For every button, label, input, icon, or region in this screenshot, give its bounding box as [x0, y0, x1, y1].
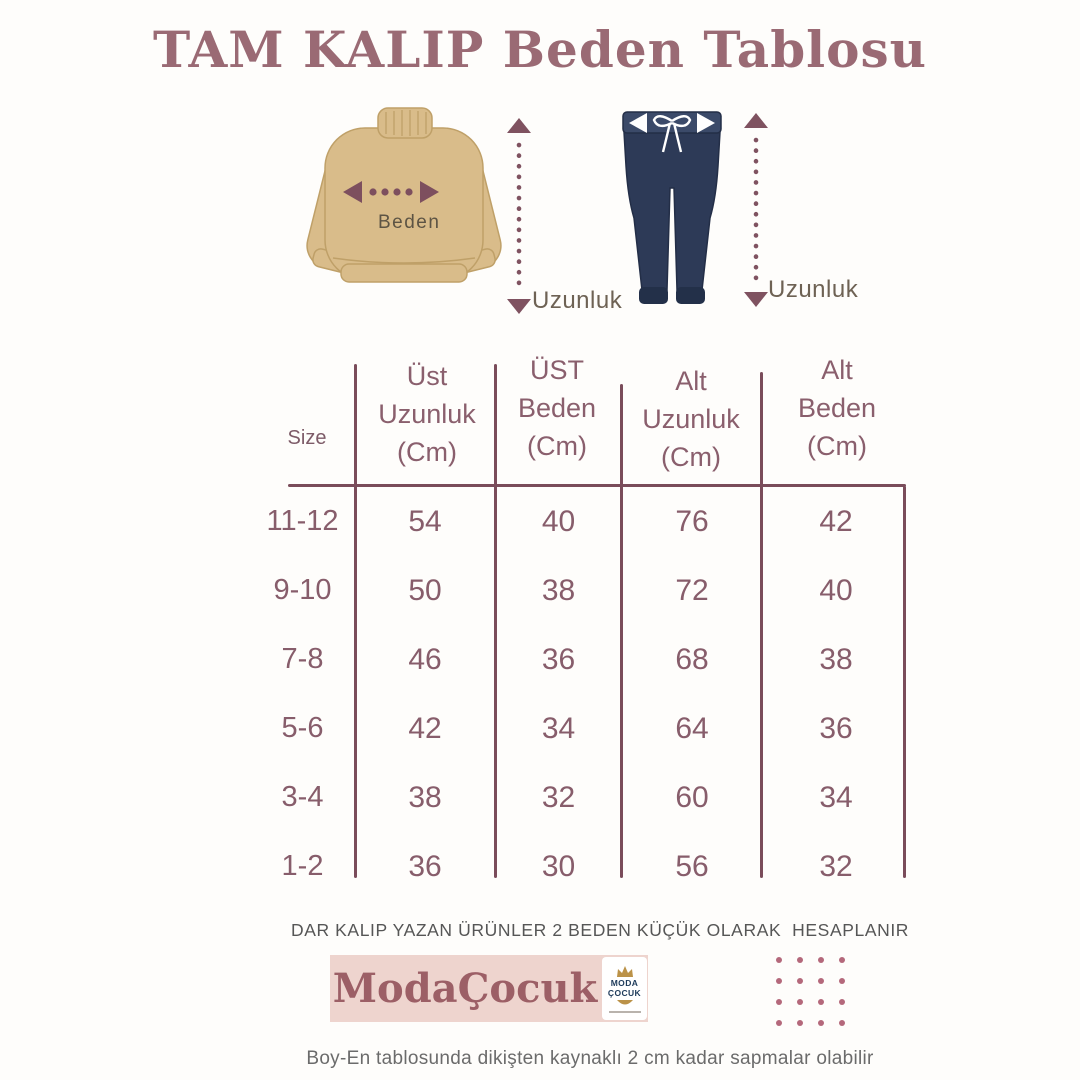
table-line-v3: [620, 384, 623, 878]
cell-alt-uzunluk: 60: [675, 780, 709, 814]
cell-alt-uzunluk: 64: [675, 711, 709, 745]
row-size-label: 5-6: [281, 712, 324, 744]
dot: [776, 957, 782, 963]
row-size-label: 9-10: [273, 574, 332, 606]
cell-alt-beden: 36: [819, 711, 853, 745]
dot: [839, 999, 845, 1005]
drawstring-icon: [652, 115, 692, 153]
cell-ust-uzunluk: 50: [408, 573, 442, 607]
column-header-alt-uzunluk: Alt Uzunluk (Cm): [642, 366, 740, 472]
dot: [818, 1020, 824, 1026]
sweater-illustration: [306, 107, 502, 283]
logo-word-2: ÇOCUK: [607, 987, 642, 998]
brand-logo: MODA ÇOCUK: [602, 957, 647, 1020]
cell-ust-beden: 30: [541, 849, 576, 883]
cell-ust-beden: 34: [541, 711, 576, 745]
cell-ust-uzunluk: 46: [408, 642, 442, 676]
sweater-hem: [332, 257, 476, 283]
row-size-label: 7-8: [281, 643, 324, 675]
width-arrow-icon: [343, 181, 439, 203]
cell-alt-beden: 40: [819, 573, 853, 607]
cell-ust-uzunluk: 38: [408, 780, 442, 814]
column-header-size: Size: [287, 427, 327, 449]
row-size-label: 1-2: [281, 850, 324, 882]
cell-ust-beden: 32: [541, 780, 576, 814]
cell-ust-uzunluk: 42: [408, 711, 442, 745]
sweater-body: [324, 127, 484, 281]
pants-illustration: [622, 111, 722, 304]
cell-alt-beden: 34: [819, 780, 853, 814]
table-line-v2: [494, 364, 497, 878]
pants-cuffs: [639, 287, 705, 304]
pants-length-arrow-icon: [744, 113, 768, 307]
table-line-v4: [760, 372, 763, 878]
logo-tagline-line: [608, 1010, 641, 1013]
sweater-collar: [377, 107, 433, 139]
dot: [839, 978, 845, 984]
table-header-line: [288, 484, 906, 487]
decorative-dots-grid: [776, 957, 845, 1026]
cell-alt-uzunluk: 72: [675, 573, 709, 607]
waist-arrows-icon: [629, 113, 715, 133]
cell-ust-beden: 38: [541, 573, 576, 607]
sweater-width-label: Beden: [378, 212, 441, 233]
dot: [776, 1020, 782, 1026]
dot: [818, 999, 824, 1005]
cell-alt-beden: 38: [819, 642, 853, 676]
dot: [818, 957, 824, 963]
dot: [776, 978, 782, 984]
sweater-length-label: Uzunluk: [532, 287, 623, 314]
cell-alt-beden: 32: [819, 849, 853, 883]
row-size-label: 3-4: [281, 781, 324, 813]
table-line-v1: [354, 364, 357, 878]
pants-body: [623, 131, 721, 291]
dot: [797, 1020, 803, 1026]
dot: [776, 999, 782, 1005]
sweater-length-arrow-icon: [507, 118, 531, 314]
pants-waistband: [622, 111, 722, 134]
cell-ust-uzunluk: 36: [408, 849, 442, 883]
column-header-ust-uzunluk: Üst Uzunluk (Cm): [378, 361, 476, 467]
cell-ust-uzunluk: 54: [408, 504, 442, 538]
brand-banner: ModaÇocuk MODA ÇOCUK: [330, 955, 648, 1022]
table-line-v5: [903, 486, 906, 878]
dot: [797, 957, 803, 963]
dot: [797, 999, 803, 1005]
cell-ust-beden: 40: [541, 504, 576, 538]
dot: [839, 957, 845, 963]
logo-word-1: MODA: [610, 977, 639, 988]
column-header-alt-beden: Alt Beden (Cm): [797, 355, 877, 461]
pants-length-label: Uzunluk: [768, 276, 859, 303]
smile-icon: [616, 999, 633, 1004]
column-header-ust-beden: ÜST Beden (Cm): [517, 355, 597, 461]
dot: [797, 978, 803, 984]
dot: [839, 1020, 845, 1026]
brand-name: ModaÇocuk: [332, 965, 598, 1012]
page-title: TAM KALIP Beden Tablosu: [152, 20, 928, 79]
sizing-note: DAR KALIP YAZAN ÜRÜNLER 2 BEDEN KÜÇÜK OL…: [290, 920, 910, 940]
cell-alt-uzunluk: 56: [675, 849, 709, 883]
cell-alt-beden: 42: [819, 504, 853, 538]
size-table-body: 11-12 54 40 76 42 9-10 50 38 72 40 7-8 4…: [250, 487, 910, 901]
crown-icon: [616, 965, 633, 977]
cell-ust-beden: 36: [541, 642, 576, 676]
row-size-label: 11-12: [266, 505, 339, 537]
dot: [818, 978, 824, 984]
cell-alt-uzunluk: 76: [675, 504, 709, 538]
cell-alt-uzunluk: 68: [675, 642, 709, 676]
tolerance-note: Boy-En tablosunda dikişten kaynaklı 2 cm…: [306, 1048, 874, 1069]
